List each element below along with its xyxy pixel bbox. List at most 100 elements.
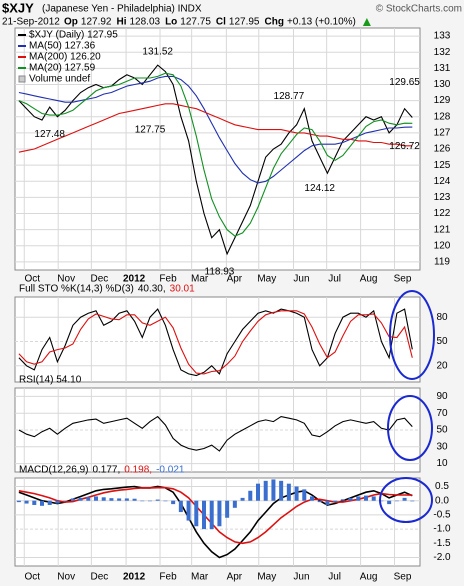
- highlight-ellipse: [389, 290, 435, 380]
- histogram-bar: [132, 498, 137, 501]
- panel-label: Full STO %K(14,3) %D(3): [19, 284, 134, 295]
- y-tick-label: -2.0: [433, 552, 451, 563]
- price-annotation: 131.52: [142, 47, 173, 58]
- legend-label: MA(50) 127.36: [29, 41, 96, 52]
- histogram-bar: [40, 500, 44, 506]
- y-tick-label: 122: [434, 208, 451, 219]
- panel-label: MACD(12,26,9): [19, 465, 88, 476]
- y-tick-label: 70: [436, 408, 448, 419]
- histogram-bar: [171, 500, 176, 505]
- y-tick-label: 119: [434, 257, 450, 268]
- histogram-bar: [16, 500, 21, 503]
- y-tick-label: 0.0: [435, 495, 449, 506]
- price-annotation: 126.72: [389, 141, 420, 152]
- series-line: [18, 486, 413, 545]
- y-tick-label: 132: [434, 47, 451, 58]
- x-tick-label: Jul: [328, 274, 341, 285]
- y-tick-label: 30: [436, 441, 448, 452]
- histogram-bar: [55, 500, 60, 504]
- up-arrow: [362, 18, 371, 26]
- series-line: [18, 310, 413, 375]
- y-tick-label: 0.5: [435, 481, 449, 492]
- histogram-bar: [271, 479, 276, 501]
- y-tick-label: 50: [436, 336, 448, 347]
- x-tick-label: May: [257, 274, 276, 285]
- x-tick-label: Mar: [191, 572, 209, 583]
- price-annotation: 127.48: [34, 129, 65, 140]
- histogram-bar: [202, 500, 206, 530]
- histogram-bar: [364, 495, 368, 501]
- histogram-bar: [402, 497, 407, 501]
- x-tick-label: Oct: [24, 274, 40, 285]
- x-tick-label: Sep: [394, 572, 412, 583]
- histogram-bar: [356, 496, 361, 501]
- source: © StockCharts.com: [376, 4, 462, 15]
- price-annotation: 128.77: [274, 91, 305, 102]
- histogram-bar: [279, 480, 284, 501]
- histogram-bar: [148, 500, 152, 502]
- quote-key: Hi: [116, 17, 126, 28]
- histogram-bar: [310, 496, 314, 501]
- y-tick-label: 130: [434, 79, 451, 90]
- series-line: [18, 75, 413, 184]
- histogram-bar: [371, 496, 376, 501]
- legend-label: MA(200) 126.20: [29, 52, 101, 63]
- x-tick-label: Nov: [57, 274, 75, 285]
- y-tick-label: 131: [434, 63, 451, 74]
- legend-label: $XJY (Daily) 127.95: [29, 30, 118, 41]
- y-tick-label: -0.5: [433, 510, 451, 521]
- histogram-bar: [263, 480, 268, 501]
- legend-swatch: [18, 75, 26, 83]
- x-tick-label: Aug: [360, 572, 378, 583]
- panel-frame: [14, 296, 421, 383]
- y-tick-label: 126: [434, 144, 451, 155]
- series-line: [18, 308, 413, 377]
- x-tick-label: Feb: [159, 274, 177, 285]
- price-annotation: 124.12: [304, 183, 335, 194]
- panel-label: RSI(14) 54.10: [19, 375, 82, 386]
- quote-value: 127.92: [81, 17, 112, 28]
- price-annotation: 118.93: [205, 267, 235, 278]
- y-tick-label: 124: [434, 176, 451, 187]
- histogram-bar: [163, 500, 168, 502]
- histogram-bar: [394, 500, 399, 502]
- series-line: [18, 485, 413, 559]
- histogram-bar: [340, 499, 345, 501]
- price-annotation: 127.75: [135, 124, 166, 135]
- histogram-bar: [248, 490, 253, 501]
- histogram-bar: [78, 497, 83, 501]
- histogram-bar: [63, 500, 68, 502]
- histogram-bar: [387, 500, 392, 505]
- x-tick-label: Dec: [90, 572, 108, 583]
- legend-label: MA(20) 127.59: [29, 63, 96, 74]
- histogram-bar: [124, 498, 129, 501]
- histogram-bar: [47, 500, 52, 505]
- highlight-ellipse: [387, 395, 433, 461]
- series-line: [18, 64, 413, 256]
- quote-value: 127.75: [180, 17, 211, 28]
- x-tick-label: May: [257, 572, 276, 583]
- highlight-ellipse: [379, 477, 433, 523]
- histogram-bar: [217, 500, 222, 527]
- histogram-bar: [379, 500, 384, 502]
- quote-value: 127.95: [229, 17, 260, 28]
- plot-area: 119 120 121 122 123 124 125 126 127 128 129 130 131 1…: [14, 27, 451, 583]
- y-tick-label: 20: [436, 360, 448, 371]
- x-tick-label: Dec: [90, 274, 108, 285]
- x-tick-label: Apr: [227, 572, 243, 583]
- histogram-bar: [232, 500, 237, 508]
- histogram-bar: [240, 497, 245, 501]
- legend-value: 0.177,: [92, 465, 120, 476]
- quote-key: Lo: [165, 17, 177, 28]
- histogram-bar: [24, 500, 29, 504]
- legend-value: 0.198,: [124, 465, 152, 476]
- y-tick-label: 80: [436, 312, 448, 323]
- histogram-bar: [225, 500, 230, 518]
- histogram-bar: [209, 500, 214, 530]
- histogram-bar: [101, 497, 106, 501]
- legend-value: -0.021: [156, 465, 185, 476]
- histogram-bar: [178, 500, 183, 513]
- histogram-bar: [256, 483, 260, 501]
- legend-value: 30.01: [170, 284, 195, 295]
- histogram-bar: [286, 483, 291, 501]
